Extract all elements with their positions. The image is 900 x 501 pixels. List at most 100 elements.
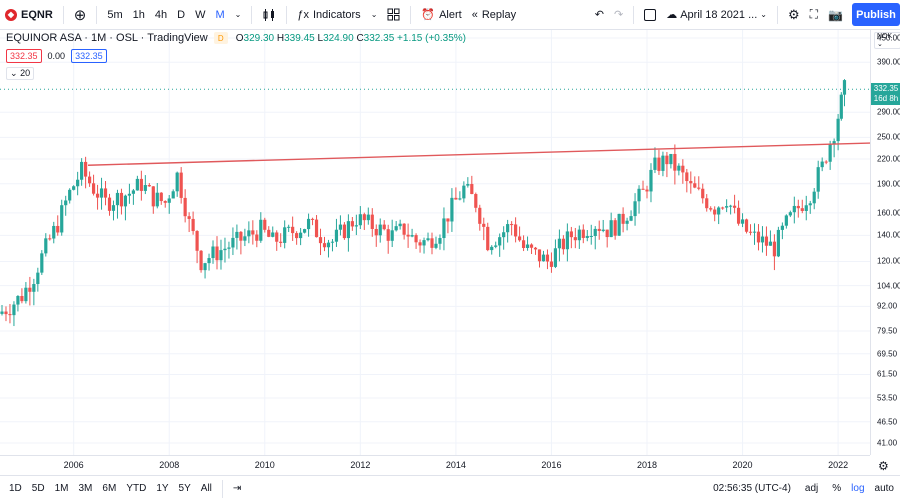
interval-menu-chevron-icon[interactable]: ⌄ xyxy=(234,10,242,19)
percent-toggle[interactable]: % xyxy=(832,483,842,494)
candle-body xyxy=(131,190,135,194)
interval-W[interactable]: W xyxy=(195,8,206,21)
divider xyxy=(633,5,635,24)
currency-selector[interactable]: NOK ⌄ xyxy=(874,32,900,49)
candle-body xyxy=(151,186,155,207)
interval-D[interactable]: D xyxy=(177,8,186,21)
chart-type-candles-button[interactable] xyxy=(257,0,281,29)
candle-body xyxy=(99,188,104,198)
save-layout-button[interactable]: ☁ April 18 2021 ... ⌄ xyxy=(661,0,772,29)
candle-body xyxy=(517,236,522,241)
range-1M[interactable]: 1M xyxy=(54,483,69,494)
candle-body xyxy=(577,229,581,241)
candle-body xyxy=(649,169,653,192)
candle-body xyxy=(545,254,550,262)
interval-4h[interactable]: 4h xyxy=(154,8,168,21)
range-YTD[interactable]: YTD xyxy=(126,483,147,494)
candle-body xyxy=(744,219,749,232)
trendline xyxy=(87,142,870,166)
rewind-icon: « xyxy=(471,8,478,21)
range-All[interactable]: All xyxy=(200,483,212,494)
range-3M[interactable]: 3M xyxy=(78,483,93,494)
indicators-button[interactable]: ƒx Indicators xyxy=(292,0,365,29)
redo-button[interactable]: ↷ xyxy=(609,0,628,29)
candle-body xyxy=(486,226,490,251)
candle-body xyxy=(338,224,343,230)
symbol-label: EQNR xyxy=(21,8,53,21)
auto-toggle[interactable]: auto xyxy=(874,483,894,494)
range-1Y[interactable]: 1Y xyxy=(156,483,169,494)
chart-legend: EQUINOR ASA · 1M · OSL · TradingView D O… xyxy=(6,32,466,44)
candle-body xyxy=(227,247,231,249)
range-5D[interactable]: 5D xyxy=(31,483,45,494)
buy-price-box[interactable]: 332.35 xyxy=(71,49,107,63)
range-5Y[interactable]: 5Y xyxy=(178,483,191,494)
candle-body xyxy=(354,225,358,227)
divider xyxy=(776,5,778,24)
candle-body xyxy=(768,241,773,246)
cloud-icon: ☁ xyxy=(666,9,678,21)
price-tick-label: 190.00 xyxy=(877,179,900,189)
indicator-collapse-toggle[interactable]: ⌄ 20 xyxy=(6,67,35,80)
interval-5m[interactable]: 5m xyxy=(107,8,123,21)
go-to-date-icon[interactable]: ⇥ xyxy=(232,483,242,494)
range-6M[interactable]: 6M xyxy=(102,483,117,494)
candle-body xyxy=(203,263,207,271)
adj-toggle[interactable]: adj xyxy=(804,483,819,494)
candle-body xyxy=(247,230,251,237)
interval-1h[interactable]: 1h xyxy=(132,8,145,21)
snapshot-button[interactable]: 📷 xyxy=(823,0,848,29)
settings-button[interactable]: ⚙ xyxy=(783,0,805,29)
candle-body xyxy=(64,200,68,206)
log-toggle[interactable]: log xyxy=(851,483,865,494)
templates-button[interactable] xyxy=(382,0,405,29)
chart-title[interactable]: EQUINOR ASA · 1M · OSL · TradingView xyxy=(6,32,208,44)
replay-button[interactable]: « Replay xyxy=(467,0,521,29)
undo-button[interactable]: ↶ xyxy=(590,0,609,29)
candle-body xyxy=(729,205,733,207)
low-value: 324.90 xyxy=(323,32,354,44)
candle-body xyxy=(657,157,661,171)
candle-body xyxy=(732,205,737,208)
bar-countdown: 16d 8h xyxy=(873,94,899,104)
candle-body xyxy=(633,201,637,217)
candle-body xyxy=(219,250,223,261)
time-axis[interactable]: 2006 2008 2010 2012 2014 2016 2018 2020 2022 xyxy=(0,455,870,476)
candle-body xyxy=(613,220,617,236)
time-tick-label: 2006 xyxy=(63,460,84,470)
data-delay-badge[interactable]: D xyxy=(213,32,228,44)
publish-button[interactable]: Publish xyxy=(852,3,900,26)
chart-plot-area[interactable] xyxy=(0,30,870,455)
axis-settings-gear-icon[interactable]: ⚙ xyxy=(878,459,889,473)
price-tick-label: 61.50 xyxy=(877,369,898,379)
range-1D[interactable]: 1D xyxy=(9,483,22,494)
candle-body xyxy=(410,235,414,237)
candle-body xyxy=(569,231,573,238)
sell-price-box[interactable]: 332.35 xyxy=(6,49,42,63)
time-tick-label: 2008 xyxy=(159,460,180,470)
indicators-chevron-icon[interactable]: ⌄ xyxy=(370,10,378,19)
candle-body xyxy=(386,229,390,241)
indicators-icon: ƒx xyxy=(297,8,309,21)
candle-body xyxy=(115,192,120,206)
candle-body xyxy=(155,192,159,207)
candle-body xyxy=(87,176,92,184)
candle-body xyxy=(705,198,709,209)
clock-label[interactable]: 02:56:35 (UTC-4) xyxy=(713,483,791,494)
candle-body xyxy=(529,244,534,248)
candle-body xyxy=(601,229,605,231)
price-axis[interactable]: NOK ⌄ 332.35 16d 8h 450.00 390.00 290.00 25… xyxy=(870,30,900,455)
symbol-search[interactable]: ◆ EQNR xyxy=(0,0,58,29)
alert-button[interactable]: ⏰ Alert xyxy=(416,0,466,29)
compare-add-button[interactable]: ⊕ xyxy=(73,6,87,24)
interval-M[interactable]: M xyxy=(215,8,225,21)
candle-body xyxy=(231,237,235,248)
fullscreen-button[interactable]: ⛶ xyxy=(805,0,823,29)
candle-body xyxy=(839,94,843,119)
candle-body xyxy=(721,207,725,209)
candle-body xyxy=(103,188,108,198)
layout-button[interactable] xyxy=(639,0,661,29)
candle-body xyxy=(370,214,374,229)
candle-body xyxy=(748,231,753,233)
candle-body xyxy=(279,241,283,243)
